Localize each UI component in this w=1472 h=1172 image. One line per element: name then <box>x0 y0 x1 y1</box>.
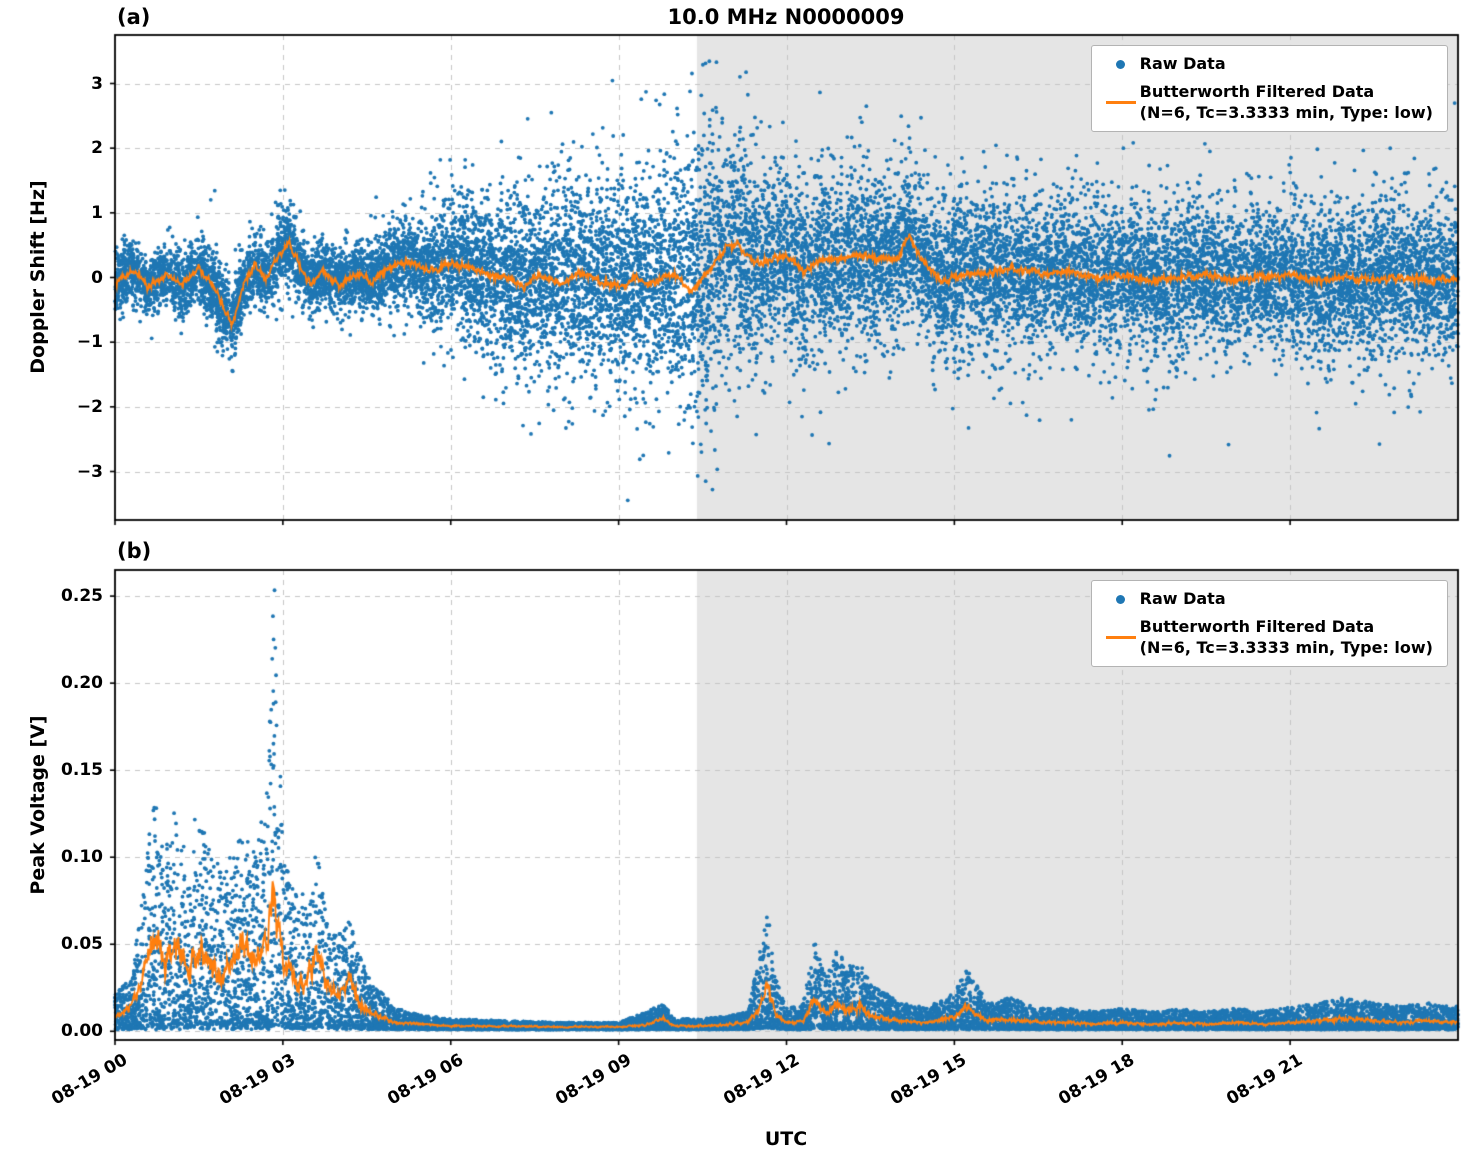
raw-data-dot-icon <box>1102 594 1140 604</box>
legend-label-filtered-line1: Butterworth Filtered Data <box>1139 616 1375 636</box>
y-tick-label: 2 <box>91 138 103 159</box>
y-tick-label: −1 <box>76 332 103 353</box>
legend-item-filtered: Butterworth Filtered Data (N=6, Tc=3.333… <box>1102 617 1433 659</box>
y-tick-label: 0.20 <box>61 673 103 694</box>
y-axis-label-voltage: Peak Voltage [V] <box>27 715 49 895</box>
y-tick-label: −3 <box>76 461 103 482</box>
legend-panel-a: Raw Data Butterworth Filtered Data (N=6,… <box>1090 45 1448 133</box>
y-tick-label: 0.10 <box>61 847 103 868</box>
y-tick-label: 1 <box>91 202 103 223</box>
x-axis-label: UTC <box>764 1128 808 1150</box>
filtered-line-icon <box>1102 636 1140 640</box>
legend-item-raw: Raw Data <box>1102 54 1433 75</box>
y-tick-label: 3 <box>91 73 103 94</box>
y-tick-label: 0.25 <box>61 586 103 607</box>
legend-label-filtered-line2: (N=6, Tc=3.3333 min, Type: low) <box>1139 637 1433 657</box>
y-axis-label-doppler: Doppler Shift [Hz] <box>27 180 49 374</box>
y-tick-label: 0.15 <box>61 760 103 781</box>
legend-label-filtered: Butterworth Filtered Data (N=6, Tc=3.333… <box>1140 82 1433 124</box>
legend-label-raw: Raw Data <box>1139 589 1226 608</box>
panel-a-label: (a) <box>117 5 151 29</box>
y-tick-label: 0.05 <box>61 934 103 955</box>
y-tick-label: 0 <box>91 267 103 288</box>
y-tick-label: −2 <box>76 396 103 417</box>
raw-data-dot-icon <box>1102 59 1140 69</box>
legend-panel-b: Raw Data Butterworth Filtered Data (N=6,… <box>1090 580 1448 668</box>
legend-label-filtered-line2: (N=6, Tc=3.3333 min, Type: low) <box>1139 102 1433 122</box>
legend-item-raw: Raw Data <box>1102 589 1433 610</box>
legend-item-filtered: Butterworth Filtered Data (N=6, Tc=3.333… <box>1102 82 1433 124</box>
figure-title: 10.0 MHz N0000009 <box>667 5 905 29</box>
panel-b-label: (b) <box>117 539 152 563</box>
legend-label-filtered: Butterworth Filtered Data (N=6, Tc=3.333… <box>1140 617 1433 659</box>
legend-label-filtered-line1: Butterworth Filtered Data <box>1139 81 1375 101</box>
y-tick-label: 0.00 <box>61 1021 103 1042</box>
filtered-line-icon <box>1102 101 1140 105</box>
legend-label-raw: Raw Data <box>1139 54 1226 73</box>
